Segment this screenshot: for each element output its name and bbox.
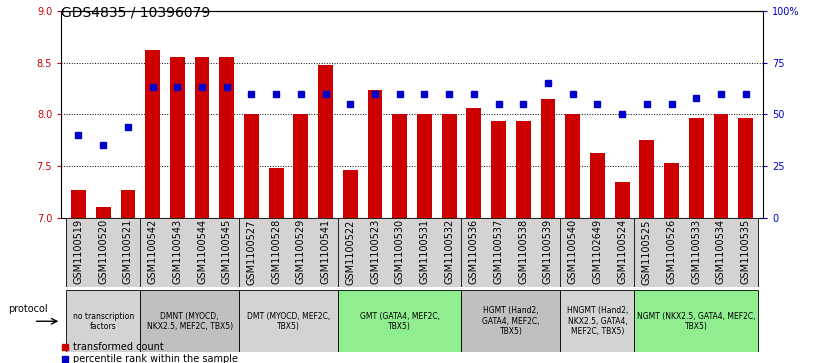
Bar: [66, 218, 140, 287]
Bar: [516, 121, 530, 218]
Text: GSM1100532: GSM1100532: [444, 219, 455, 285]
Text: GSM1102649: GSM1102649: [592, 219, 602, 284]
Bar: [565, 114, 580, 218]
Bar: [540, 99, 556, 218]
Text: GSM1100528: GSM1100528: [271, 219, 282, 285]
Bar: [367, 90, 383, 218]
Text: GSM1100525: GSM1100525: [642, 219, 652, 285]
Text: GSM1100538: GSM1100538: [518, 219, 528, 284]
Bar: [145, 50, 160, 218]
Text: percentile rank within the sample: percentile rank within the sample: [73, 354, 238, 363]
Text: DMNT (MYOCD,
NKX2.5, MEF2C, TBX5): DMNT (MYOCD, NKX2.5, MEF2C, TBX5): [147, 311, 233, 331]
Bar: [640, 140, 654, 218]
Bar: [140, 218, 239, 287]
Bar: [294, 114, 308, 218]
Text: transformed count: transformed count: [73, 342, 164, 352]
Text: GSM1100542: GSM1100542: [148, 219, 157, 285]
Bar: [268, 168, 284, 218]
Text: GSM1100519: GSM1100519: [73, 219, 83, 284]
Bar: [664, 163, 679, 218]
Bar: [195, 57, 210, 218]
Bar: [614, 182, 629, 218]
Bar: [392, 114, 407, 218]
Bar: [417, 114, 432, 218]
Text: GSM1100539: GSM1100539: [543, 219, 553, 284]
Text: no transcription
factors: no transcription factors: [73, 311, 134, 331]
Bar: [318, 65, 333, 218]
Text: GSM1100535: GSM1100535: [741, 219, 751, 285]
Bar: [738, 118, 753, 218]
Text: GSM1100533: GSM1100533: [691, 219, 701, 284]
Text: protocol: protocol: [8, 304, 48, 314]
Text: GSM1100522: GSM1100522: [345, 219, 355, 285]
Bar: [121, 190, 135, 218]
Bar: [338, 290, 462, 352]
Bar: [467, 108, 481, 218]
Bar: [590, 152, 605, 218]
Bar: [95, 207, 111, 218]
Text: GSM1100540: GSM1100540: [568, 219, 578, 284]
Text: GMT (GATA4, MEF2C,
TBX5): GMT (GATA4, MEF2C, TBX5): [360, 311, 440, 331]
Text: GSM1100526: GSM1100526: [667, 219, 676, 285]
Text: GSM1100544: GSM1100544: [197, 219, 207, 284]
Text: GDS4835 / 10396079: GDS4835 / 10396079: [61, 5, 211, 20]
Bar: [491, 121, 506, 218]
Text: GSM1100524: GSM1100524: [617, 219, 628, 285]
Bar: [462, 290, 561, 352]
Text: GSM1100537: GSM1100537: [494, 219, 503, 285]
Bar: [713, 114, 729, 218]
Text: DMT (MYOCD, MEF2C,
TBX5): DMT (MYOCD, MEF2C, TBX5): [247, 311, 330, 331]
Text: GSM1100536: GSM1100536: [469, 219, 479, 284]
Text: GSM1100530: GSM1100530: [395, 219, 405, 284]
Text: GSM1100534: GSM1100534: [716, 219, 726, 284]
Bar: [635, 218, 758, 287]
Bar: [239, 218, 338, 287]
Text: GSM1100527: GSM1100527: [246, 219, 256, 285]
Bar: [239, 290, 338, 352]
Text: GSM1100543: GSM1100543: [172, 219, 182, 284]
Text: HNGMT (Hand2,
NKX2.5, GATA4,
MEF2C, TBX5): HNGMT (Hand2, NKX2.5, GATA4, MEF2C, TBX5…: [567, 306, 628, 336]
Bar: [66, 290, 140, 352]
Bar: [170, 57, 184, 218]
Text: GSM1100545: GSM1100545: [222, 219, 232, 285]
Bar: [140, 290, 239, 352]
Bar: [441, 114, 457, 218]
Bar: [635, 290, 758, 352]
Bar: [343, 170, 357, 218]
Text: GSM1100521: GSM1100521: [123, 219, 133, 285]
Bar: [338, 218, 462, 287]
Bar: [220, 57, 234, 218]
Bar: [689, 118, 703, 218]
Bar: [561, 218, 635, 287]
Text: GSM1100531: GSM1100531: [419, 219, 429, 284]
Text: HGMT (Hand2,
GATA4, MEF2C,
TBX5): HGMT (Hand2, GATA4, MEF2C, TBX5): [482, 306, 539, 336]
Text: GSM1100520: GSM1100520: [98, 219, 109, 285]
Bar: [71, 190, 86, 218]
Text: GSM1100523: GSM1100523: [370, 219, 380, 285]
Text: NGMT (NKX2.5, GATA4, MEF2C,
TBX5): NGMT (NKX2.5, GATA4, MEF2C, TBX5): [637, 311, 756, 331]
Bar: [244, 114, 259, 218]
Text: GSM1100541: GSM1100541: [321, 219, 330, 284]
Bar: [462, 218, 561, 287]
Bar: [561, 290, 635, 352]
Text: GSM1100529: GSM1100529: [296, 219, 306, 285]
